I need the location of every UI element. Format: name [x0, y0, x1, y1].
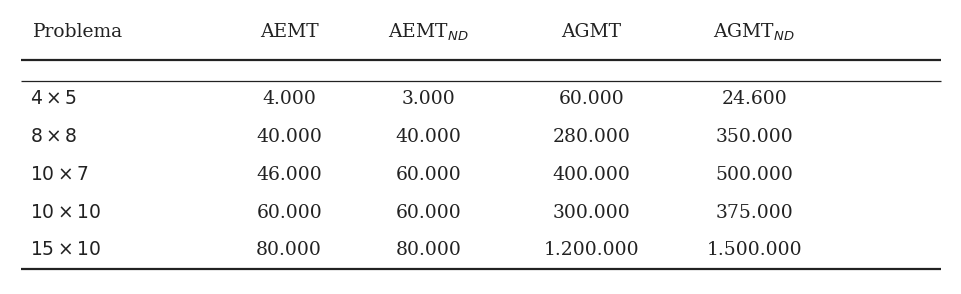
Text: $8 \times 8$: $8 \times 8$: [30, 128, 78, 146]
Text: 1.200.000: 1.200.000: [543, 241, 638, 259]
Text: 46.000: 46.000: [256, 166, 322, 184]
Text: 400.000: 400.000: [552, 166, 629, 184]
Text: 60.000: 60.000: [395, 166, 460, 184]
Text: 60.000: 60.000: [256, 203, 322, 221]
Text: 280.000: 280.000: [552, 128, 629, 146]
Text: 80.000: 80.000: [395, 241, 460, 259]
Text: 375.000: 375.000: [715, 203, 793, 221]
Text: 40.000: 40.000: [256, 128, 322, 146]
Text: AGMT$_{ND}$: AGMT$_{ND}$: [713, 21, 795, 43]
Text: $4 \times 5$: $4 \times 5$: [30, 90, 77, 108]
Text: 1.500.000: 1.500.000: [705, 241, 801, 259]
Text: 60.000: 60.000: [395, 203, 460, 221]
Text: 300.000: 300.000: [552, 203, 629, 221]
Text: 3.000: 3.000: [401, 90, 455, 108]
Text: 350.000: 350.000: [715, 128, 793, 146]
Text: Problema: Problema: [33, 23, 123, 41]
Text: 24.600: 24.600: [721, 90, 786, 108]
Text: 40.000: 40.000: [395, 128, 460, 146]
Text: 500.000: 500.000: [715, 166, 793, 184]
Text: $10 \times 10$: $10 \times 10$: [30, 203, 102, 221]
Text: 60.000: 60.000: [557, 90, 624, 108]
Text: AEMT$_{ND}$: AEMT$_{ND}$: [387, 21, 468, 43]
Text: $10 \times 7$: $10 \times 7$: [30, 166, 89, 184]
Text: 80.000: 80.000: [256, 241, 322, 259]
Text: AGMT: AGMT: [560, 23, 621, 41]
Text: $15 \times 10$: $15 \times 10$: [30, 241, 102, 259]
Text: 4.000: 4.000: [262, 90, 316, 108]
Text: AEMT: AEMT: [259, 23, 318, 41]
